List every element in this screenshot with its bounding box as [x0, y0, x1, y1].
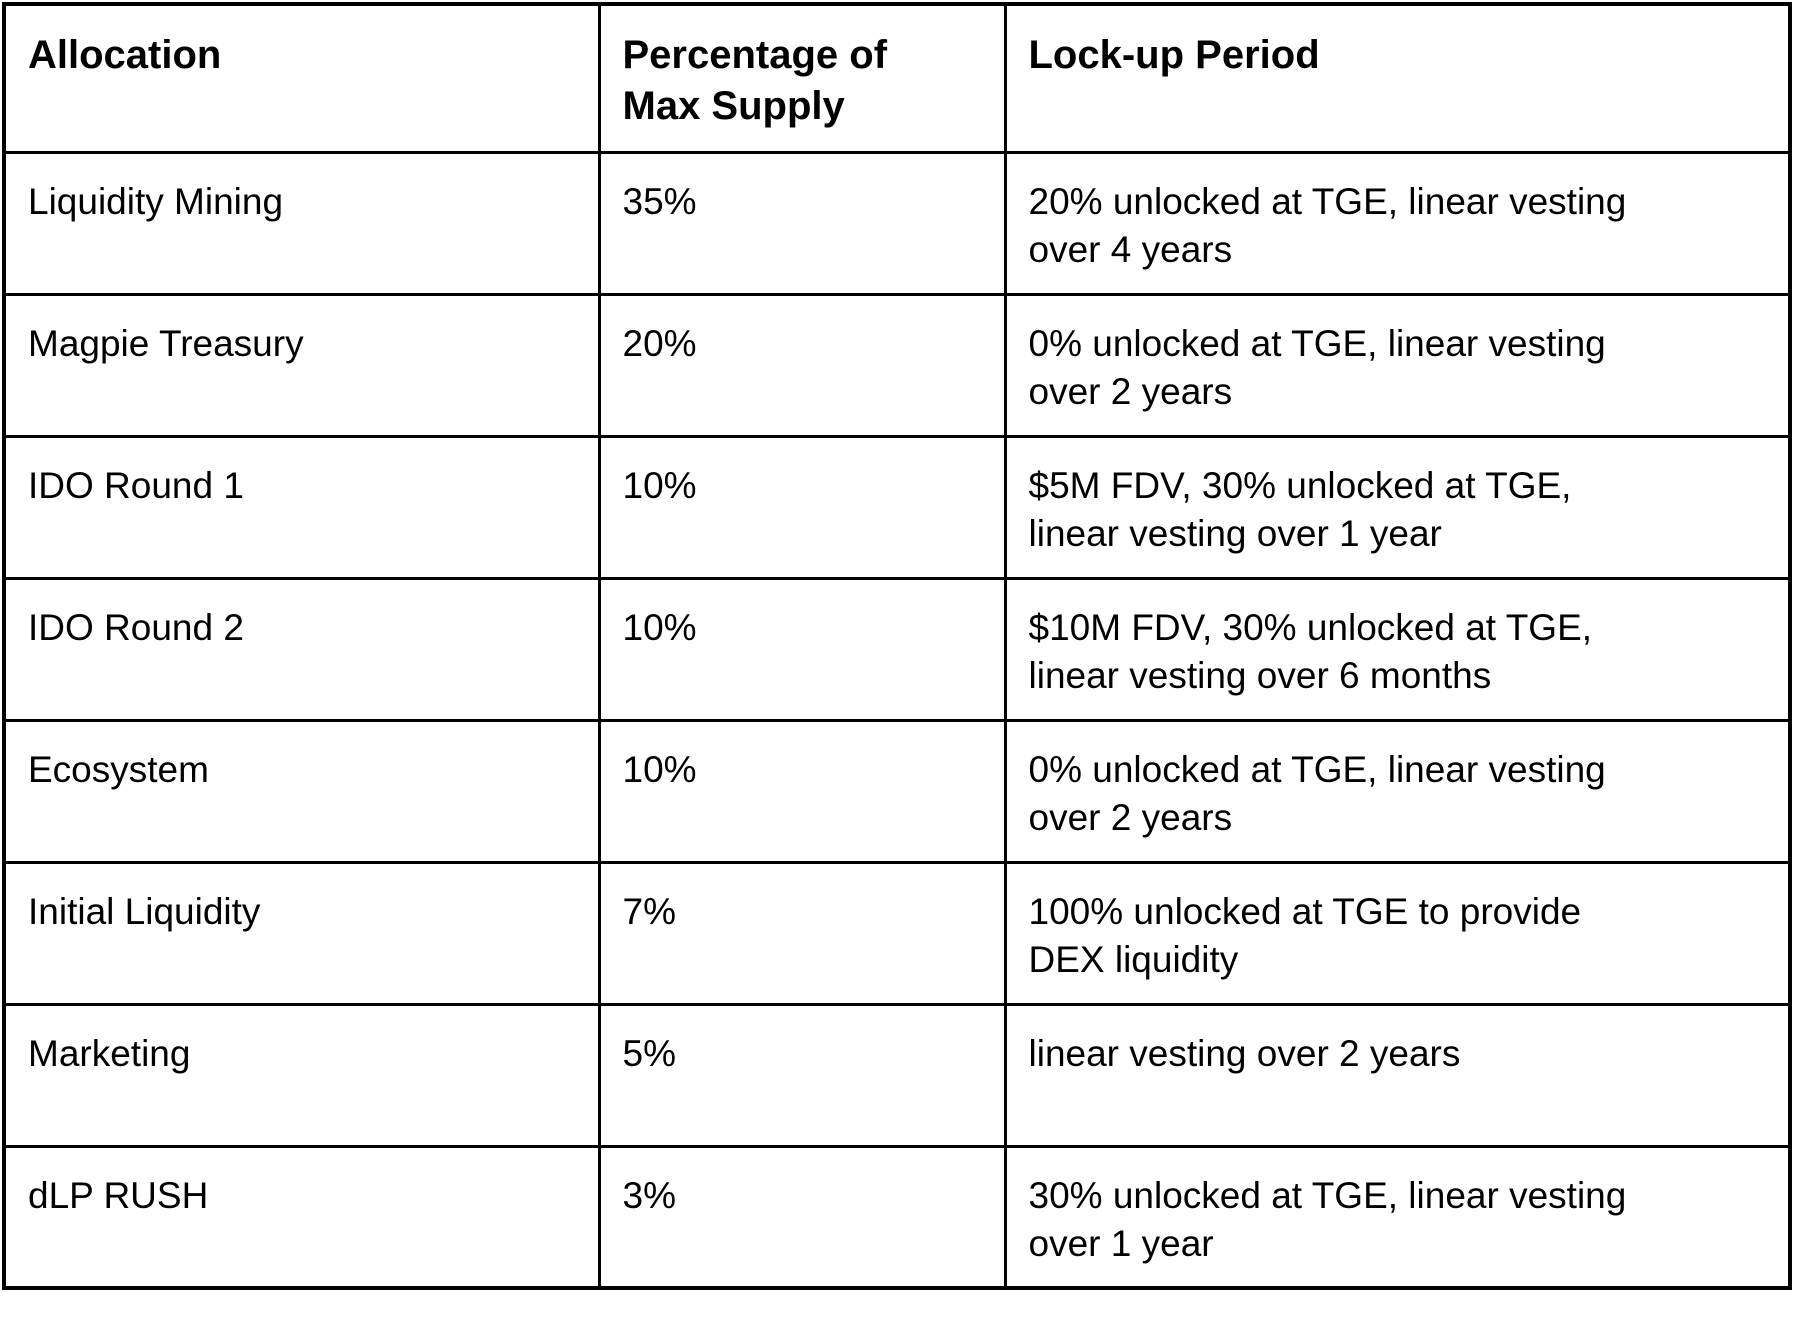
- cell-lockup: linear vesting over 2 years: [1003, 1002, 1792, 1148]
- cell-percentage: 20%: [597, 292, 1007, 438]
- cell-lockup: 0% unlocked at TGE, linear vesting over …: [1003, 292, 1792, 438]
- cell-percentage: 35%: [597, 150, 1007, 296]
- table-body: Liquidity Mining 35% 20% unlocked at TGE…: [2, 150, 1792, 1290]
- cell-allocation: dLP RUSH: [2, 1144, 601, 1290]
- cell-lockup: 20% unlocked at TGE, linear vesting over…: [1003, 150, 1792, 296]
- cell-allocation: IDO Round 2: [2, 576, 601, 722]
- cell-percentage: 10%: [597, 718, 1007, 864]
- column-header-percentage: Percentage of Max Supply: [597, 2, 1007, 154]
- cell-lockup: 0% unlocked at TGE, linear vesting over …: [1003, 718, 1792, 864]
- cell-allocation: Marketing: [2, 1002, 601, 1148]
- cell-allocation: Liquidity Mining: [2, 150, 601, 296]
- cell-percentage: 10%: [597, 576, 1007, 722]
- cell-lockup: $5M FDV, 30% unlocked at TGE, linear ves…: [1003, 434, 1792, 580]
- column-header-allocation: Allocation: [2, 2, 601, 154]
- cell-percentage: 5%: [597, 1002, 1007, 1148]
- table-row-ido-round-1: IDO Round 1 10% $5M FDV, 30% unlocked at…: [2, 434, 1792, 580]
- cell-percentage: 7%: [597, 860, 1007, 1006]
- header-row: Allocation Percentage of Max Supply Lock…: [2, 2, 1792, 154]
- table-row-marketing: Marketing 5% linear vesting over 2 years: [2, 1002, 1792, 1148]
- cell-allocation: IDO Round 1: [2, 434, 601, 580]
- table-header: Allocation Percentage of Max Supply Lock…: [2, 2, 1792, 154]
- table-row-dlp-rush: dLP RUSH 3% 30% unlocked at TGE, linear …: [2, 1144, 1792, 1290]
- table-row-liquidity-mining: Liquidity Mining 35% 20% unlocked at TGE…: [2, 150, 1792, 296]
- cell-lockup: $10M FDV, 30% unlocked at TGE, linear ve…: [1003, 576, 1792, 722]
- cell-percentage: 10%: [597, 434, 1007, 580]
- table-row-ecosystem: Ecosystem 10% 0% unlocked at TGE, linear…: [2, 718, 1792, 864]
- token-allocation-table: Allocation Percentage of Max Supply Lock…: [2, 2, 1792, 1290]
- table-row-magpie-treasury: Magpie Treasury 20% 0% unlocked at TGE, …: [2, 292, 1792, 438]
- column-header-lockup-period: Lock-up Period: [1003, 2, 1792, 154]
- cell-allocation: Initial Liquidity: [2, 860, 601, 1006]
- cell-percentage: 3%: [597, 1144, 1007, 1290]
- table-row-initial-liquidity: Initial Liquidity 7% 100% unlocked at TG…: [2, 860, 1792, 1006]
- cell-lockup: 30% unlocked at TGE, linear vesting over…: [1003, 1144, 1792, 1290]
- cell-lockup: 100% unlocked at TGE to provide DEX liqu…: [1003, 860, 1792, 1006]
- cell-allocation: Ecosystem: [2, 718, 601, 864]
- cell-allocation: Magpie Treasury: [2, 292, 601, 438]
- table-row-ido-round-2: IDO Round 2 10% $10M FDV, 30% unlocked a…: [2, 576, 1792, 722]
